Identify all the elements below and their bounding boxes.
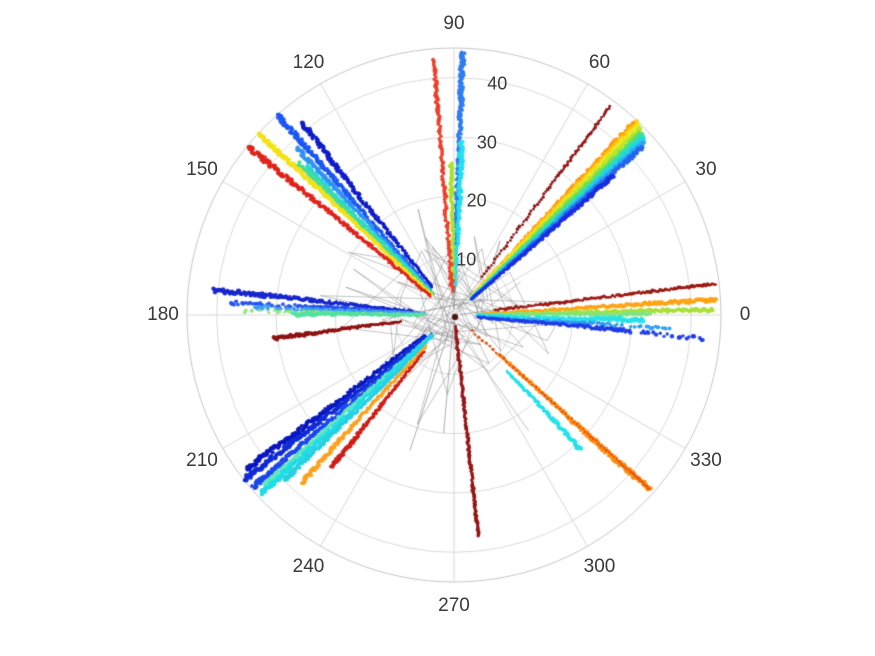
angle-tick-label-150: 150 — [186, 158, 218, 180]
angle-tick-label-180: 180 — [147, 304, 179, 325]
angle-tick-label-120: 120 — [292, 51, 325, 73]
angle-tick-label-210: 210 — [186, 449, 218, 471]
angle-tick-label-0: 0 — [739, 304, 751, 325]
angle-tick-label-270: 270 — [438, 595, 470, 616]
angle-tick-label-90: 90 — [443, 13, 465, 34]
radial-tick-label-30: 30 — [476, 132, 497, 153]
radial-tick-label-10: 10 — [456, 249, 477, 270]
radial-tick-label-20: 20 — [466, 190, 487, 211]
angle-tick-label-30: 30 — [695, 158, 717, 180]
angle-tick-label-240: 240 — [292, 556, 325, 577]
radial-tick-label-40: 40 — [487, 73, 508, 94]
angle-tick-label-330: 330 — [690, 449, 722, 471]
angle-tick-label-60: 60 — [588, 51, 611, 73]
angle-tick-label-300: 300 — [583, 556, 616, 577]
